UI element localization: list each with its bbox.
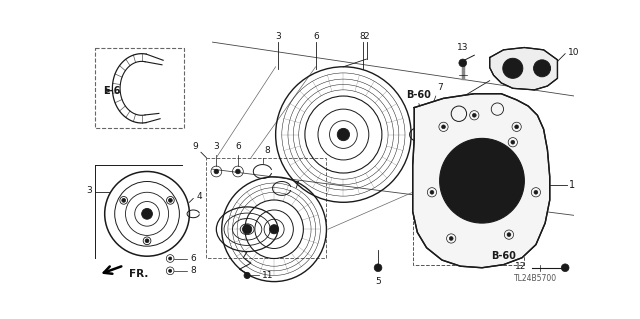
Circle shape (515, 125, 518, 129)
Circle shape (214, 169, 219, 174)
Circle shape (503, 58, 523, 78)
Text: 3: 3 (86, 186, 92, 195)
Text: 4: 4 (196, 192, 202, 201)
Text: 5: 5 (375, 277, 381, 286)
Circle shape (269, 225, 279, 234)
Circle shape (374, 264, 382, 271)
Polygon shape (490, 48, 557, 90)
Text: FR.: FR. (129, 269, 148, 279)
Text: 8: 8 (265, 145, 271, 154)
Text: 1: 1 (569, 180, 575, 189)
Text: 7: 7 (437, 83, 443, 92)
Text: 8: 8 (360, 32, 365, 41)
Text: 9: 9 (192, 142, 198, 151)
Text: 10: 10 (568, 48, 579, 57)
Circle shape (449, 237, 453, 241)
Text: 3: 3 (214, 143, 220, 152)
Text: E-6: E-6 (103, 85, 120, 96)
Circle shape (168, 269, 172, 272)
Circle shape (168, 257, 172, 260)
Text: 6: 6 (314, 32, 319, 41)
Text: 8: 8 (190, 266, 196, 275)
Text: 6: 6 (235, 143, 241, 152)
Circle shape (442, 125, 445, 129)
Circle shape (459, 59, 467, 67)
Circle shape (511, 140, 515, 144)
Circle shape (430, 190, 434, 194)
Circle shape (477, 176, 486, 185)
Text: 13: 13 (457, 43, 468, 52)
Circle shape (534, 60, 550, 77)
Text: TL24B5700: TL24B5700 (515, 274, 557, 283)
Bar (95, 48, 184, 128)
Text: 7: 7 (293, 181, 299, 190)
Circle shape (440, 138, 524, 223)
Text: 11: 11 (262, 271, 273, 280)
Circle shape (337, 128, 349, 141)
Text: B-60: B-60 (406, 90, 431, 100)
Circle shape (145, 239, 149, 243)
Bar (206, 158, 326, 258)
Circle shape (561, 264, 569, 271)
Circle shape (141, 208, 152, 219)
Circle shape (122, 198, 125, 202)
Polygon shape (413, 94, 550, 268)
Circle shape (243, 225, 252, 234)
Circle shape (472, 113, 476, 117)
Circle shape (507, 233, 511, 237)
Text: B-60: B-60 (491, 251, 516, 261)
Text: 2: 2 (364, 32, 369, 41)
Circle shape (168, 198, 172, 202)
Text: 3: 3 (275, 32, 281, 41)
Text: 12: 12 (515, 263, 527, 271)
Circle shape (534, 190, 538, 194)
Circle shape (244, 272, 250, 278)
Bar (413, 208, 524, 265)
Circle shape (236, 169, 240, 174)
Text: 6: 6 (190, 254, 196, 263)
